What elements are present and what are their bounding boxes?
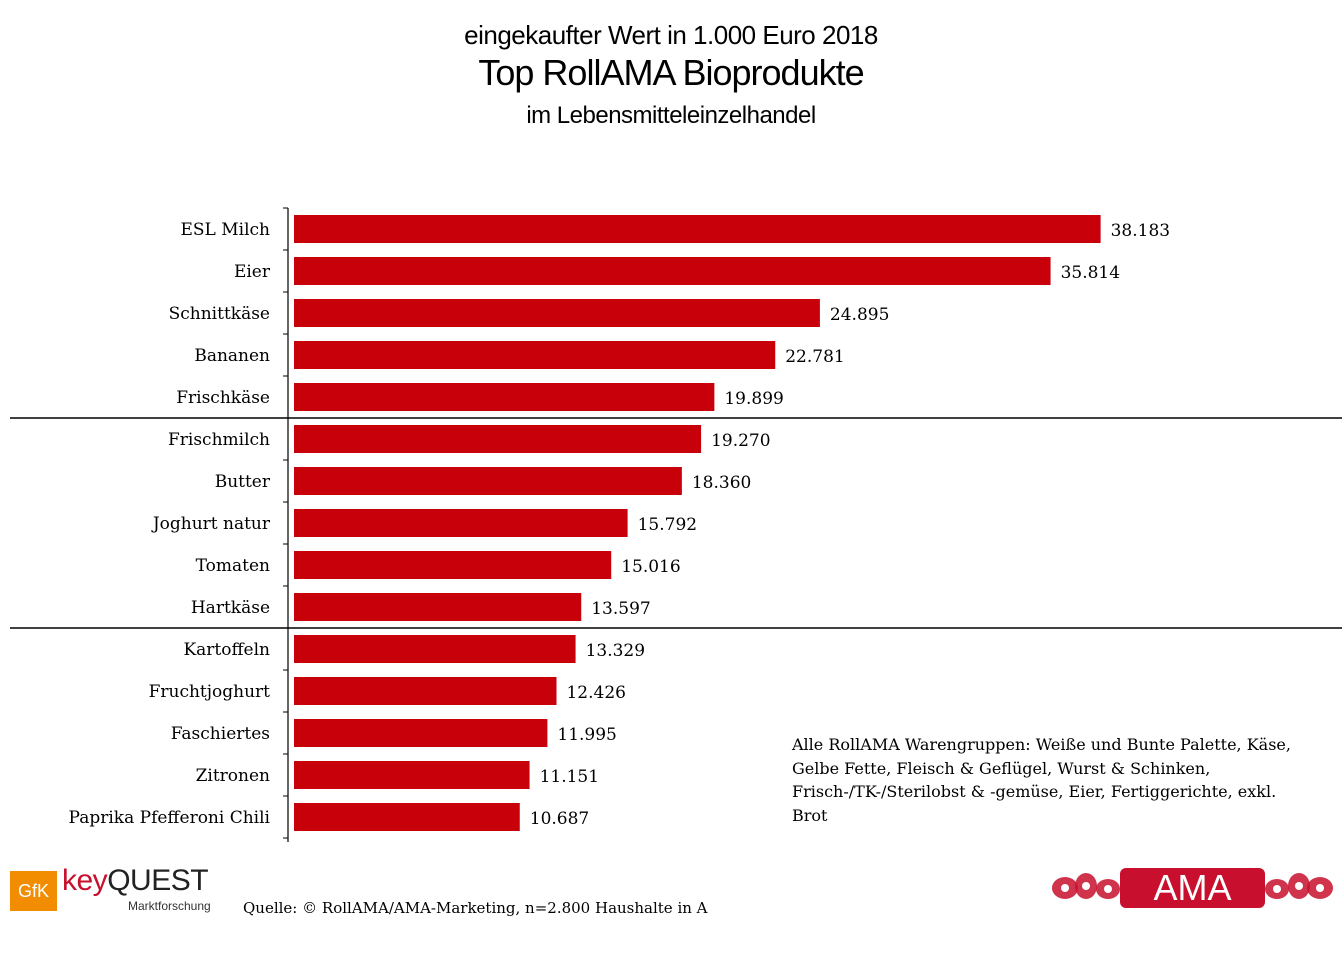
category-label: Frischkäse xyxy=(176,388,270,408)
category-label: Frischmilch xyxy=(168,430,270,450)
bar-chart: ESL Milch 38.183 Eier 35.814 Schnittkäse 24.8… xyxy=(10,207,1342,842)
category-label: ESL Milch xyxy=(181,220,271,240)
ama-banner xyxy=(1120,868,1265,908)
bar xyxy=(294,341,776,369)
bar xyxy=(294,299,820,327)
value-label: 12.426 xyxy=(566,683,625,703)
gfk-logo: GfK xyxy=(10,871,57,911)
category-label: Hartkäse xyxy=(191,598,270,618)
bar xyxy=(294,551,612,579)
category-label: Tomaten xyxy=(196,556,270,576)
category-label: Kartoffeln xyxy=(183,640,270,660)
bar xyxy=(294,677,557,705)
value-label: 22.781 xyxy=(785,347,844,367)
ama-ornament-left xyxy=(1052,873,1120,899)
category-label: Zitronen xyxy=(196,766,270,786)
bar xyxy=(294,761,530,789)
value-label: 11.151 xyxy=(540,767,599,787)
value-label: 24.895 xyxy=(830,305,889,325)
bar xyxy=(294,257,1051,285)
ama-logo: AMA xyxy=(1052,867,1333,908)
ama-wordmark: AMA xyxy=(1153,867,1231,908)
bar xyxy=(294,719,548,747)
bar xyxy=(294,383,715,411)
category-label: Paprika Pfefferoni Chili xyxy=(69,808,271,828)
bar xyxy=(294,509,628,537)
chart-title-block: eingekaufter Wert in 1.000 Euro 2018 Top… xyxy=(0,18,1342,138)
value-label: 35.814 xyxy=(1061,263,1120,283)
bar xyxy=(294,593,582,621)
value-label: 19.270 xyxy=(711,431,770,451)
category-label: Fruchtjoghurt xyxy=(149,682,271,702)
value-label: 11.995 xyxy=(557,725,616,745)
bar xyxy=(294,467,682,495)
chart-note: Alle RollAMA Warengruppen: Weiße und Bun… xyxy=(792,735,1291,825)
source-note: Quelle: © RollAMA/AMA-Marketing, n=2.800… xyxy=(243,899,708,917)
chart-subtitle: im Lebensmitteleinzelhandel xyxy=(526,102,816,129)
chart-title: Top RollAMA Bioprodukte xyxy=(478,52,864,93)
value-label: 13.597 xyxy=(591,599,650,619)
category-label: Joghurt natur xyxy=(151,514,271,534)
value-label: 38.183 xyxy=(1111,221,1170,241)
value-label: 10.687 xyxy=(530,809,589,829)
keyquest-quest: QUEST xyxy=(107,864,209,897)
bar xyxy=(294,803,520,831)
chart-pretitle: eingekaufter Wert in 1.000 Euro 2018 xyxy=(464,20,878,50)
category-label: Bananen xyxy=(194,346,270,366)
ama-ornament-right xyxy=(1265,873,1333,899)
value-label: 19.899 xyxy=(724,389,783,409)
bar xyxy=(294,425,702,453)
category-label: Faschiertes xyxy=(171,724,270,744)
keyquest-subtitle: Marktforschung xyxy=(128,899,211,913)
keyquest-wordmark: keyQUEST xyxy=(62,864,209,898)
bar xyxy=(294,215,1101,243)
category-label: Eier xyxy=(234,262,271,282)
category-label: Butter xyxy=(215,472,271,492)
keyquest-key: key xyxy=(62,864,108,897)
value-label: 15.016 xyxy=(621,557,680,577)
bar xyxy=(294,635,576,663)
category-label: Schnittkäse xyxy=(169,304,270,324)
value-label: 15.792 xyxy=(638,515,697,535)
value-label: 13.329 xyxy=(586,641,645,661)
value-label: 18.360 xyxy=(692,473,751,493)
